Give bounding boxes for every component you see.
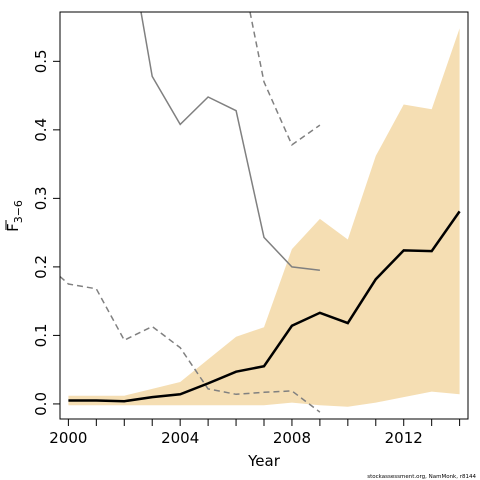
x-tick-label: 2008 [273, 429, 311, 447]
x-axis: 2000 2004 2008 2012 [49, 419, 461, 447]
x-tick-label: 2000 [49, 429, 87, 447]
y-axis: 0.0 0.1 0.2 0.3 0.4 0.5 [32, 49, 60, 416]
y-axis-title-sub: 3−6 [12, 200, 25, 223]
x-axis-title: Year [247, 452, 281, 470]
estimate-line [68, 210, 461, 403]
svg-text:F3−6: F3−6 [4, 200, 25, 232]
y-axis-title: F3−6 [4, 200, 25, 232]
x-tick-label: 2004 [161, 429, 199, 447]
plot-area [60, 12, 461, 413]
previous-estimate-line [140, 12, 320, 272]
previous-upper-line [249, 12, 321, 147]
y-tick-label: 0.5 [32, 49, 50, 73]
y-tick-label: 0.3 [32, 186, 50, 210]
y-tick-label: 0.0 [32, 392, 50, 416]
credit-text: stockassessment.org, NamMonk, r8144 [367, 474, 476, 480]
y-axis-title-main: F [4, 223, 22, 232]
y-tick-label: 0.4 [32, 118, 50, 142]
confidence-band [68, 28, 460, 407]
x-tick-label: 2012 [385, 429, 423, 447]
previous-lower-line [60, 275, 321, 413]
y-tick-label: 0.1 [32, 323, 50, 347]
y-tick-label: 0.2 [32, 255, 50, 279]
